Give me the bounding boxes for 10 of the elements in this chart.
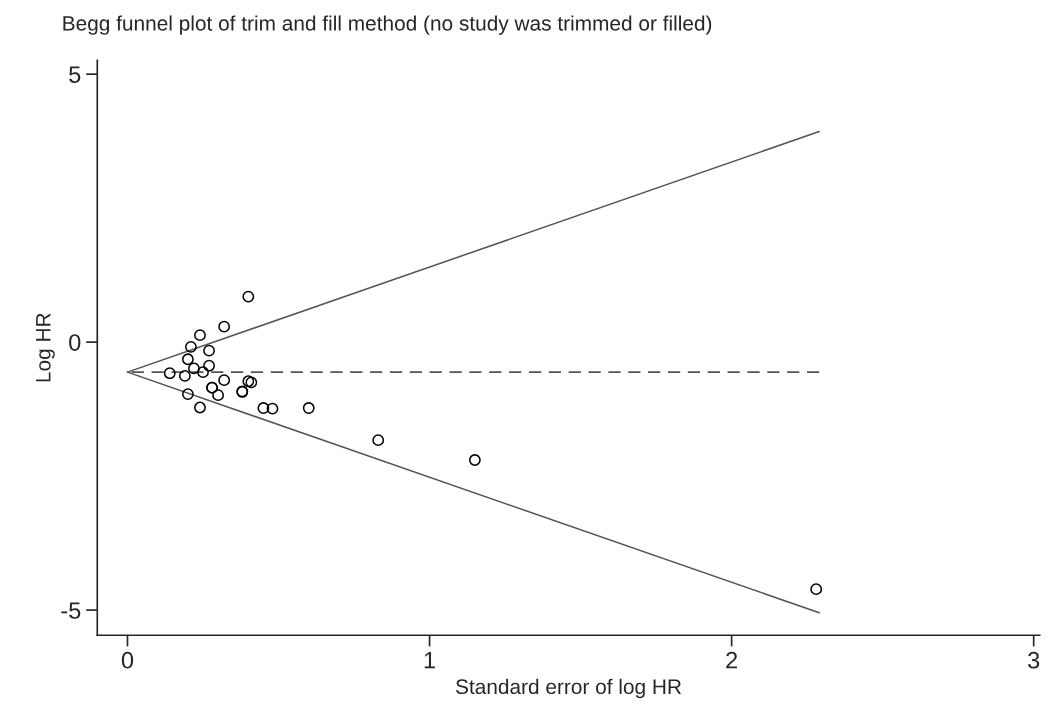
y-axis-title: Log HR xyxy=(36,313,55,382)
x-tick-label: 0 xyxy=(121,651,134,669)
x-tick-label: 2 xyxy=(726,651,737,669)
y-tick-label: 0 xyxy=(69,334,81,351)
x-tick-label: 1 xyxy=(424,652,435,669)
chart-title: Begg funnel plot of trim and fill method (no study was trimmed or filled) xyxy=(63,15,712,35)
x-tick-label: 3 xyxy=(1028,651,1040,669)
y-tick-label: 5 xyxy=(69,66,81,83)
x-axis-title: Standard error of log HR xyxy=(455,678,682,699)
y-tick-label: -5 xyxy=(61,602,81,619)
